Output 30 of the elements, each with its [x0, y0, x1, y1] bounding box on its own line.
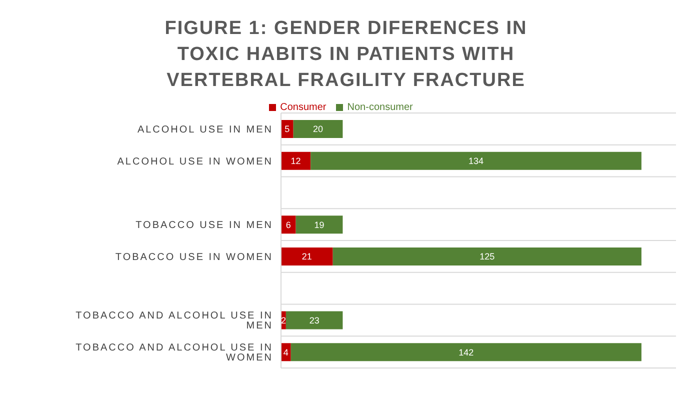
y-tick-label: TOBACCO USE IN MEN — [136, 220, 273, 232]
bar — [281, 216, 296, 234]
bar — [310, 152, 642, 170]
chart-title: FIGURE 1: GENDER DIFERENCES IN TOXIC HABITS IN PATIENTS WITH VERTEBRAL FRAGILITY FRACTURE — [164, 17, 528, 93]
data-label: 2 — [280, 315, 286, 326]
data-label: 21 — [302, 252, 312, 262]
data-label: 5 — [284, 124, 290, 134]
bar — [296, 216, 343, 234]
legend-label: Consumer — [280, 102, 326, 113]
y-tick-label: ALCOHOL USE IN WOMEN — [117, 156, 273, 168]
data-label: 4 — [283, 347, 288, 358]
data-label: 6 — [286, 220, 291, 230]
y-tick-label: TOBACCO USE IN WOMEN — [115, 252, 273, 263]
legend-label: Non-consumer — [347, 102, 413, 113]
data-label: 142 — [458, 347, 474, 358]
bar — [290, 343, 642, 362]
y-tick-label: TOBACCO AND ALCOHOL USE IN WOMEN — [76, 342, 273, 364]
y-tick-label: ALCOHOL USE IN MEN — [137, 124, 273, 136]
bar — [332, 248, 642, 266]
data-label: 134 — [468, 156, 484, 166]
y-tick-label: TOBACCO AND ALCOHOL USE IN MEN — [76, 310, 273, 332]
data-label: 19 — [314, 220, 324, 230]
bar — [281, 152, 311, 170]
data-label: 23 — [309, 315, 320, 326]
bar — [281, 248, 333, 266]
data-label: 12 — [290, 156, 301, 166]
bar — [293, 120, 343, 138]
data-label: 20 — [313, 124, 324, 134]
bar — [286, 311, 343, 330]
data-label: 125 — [480, 252, 495, 262]
